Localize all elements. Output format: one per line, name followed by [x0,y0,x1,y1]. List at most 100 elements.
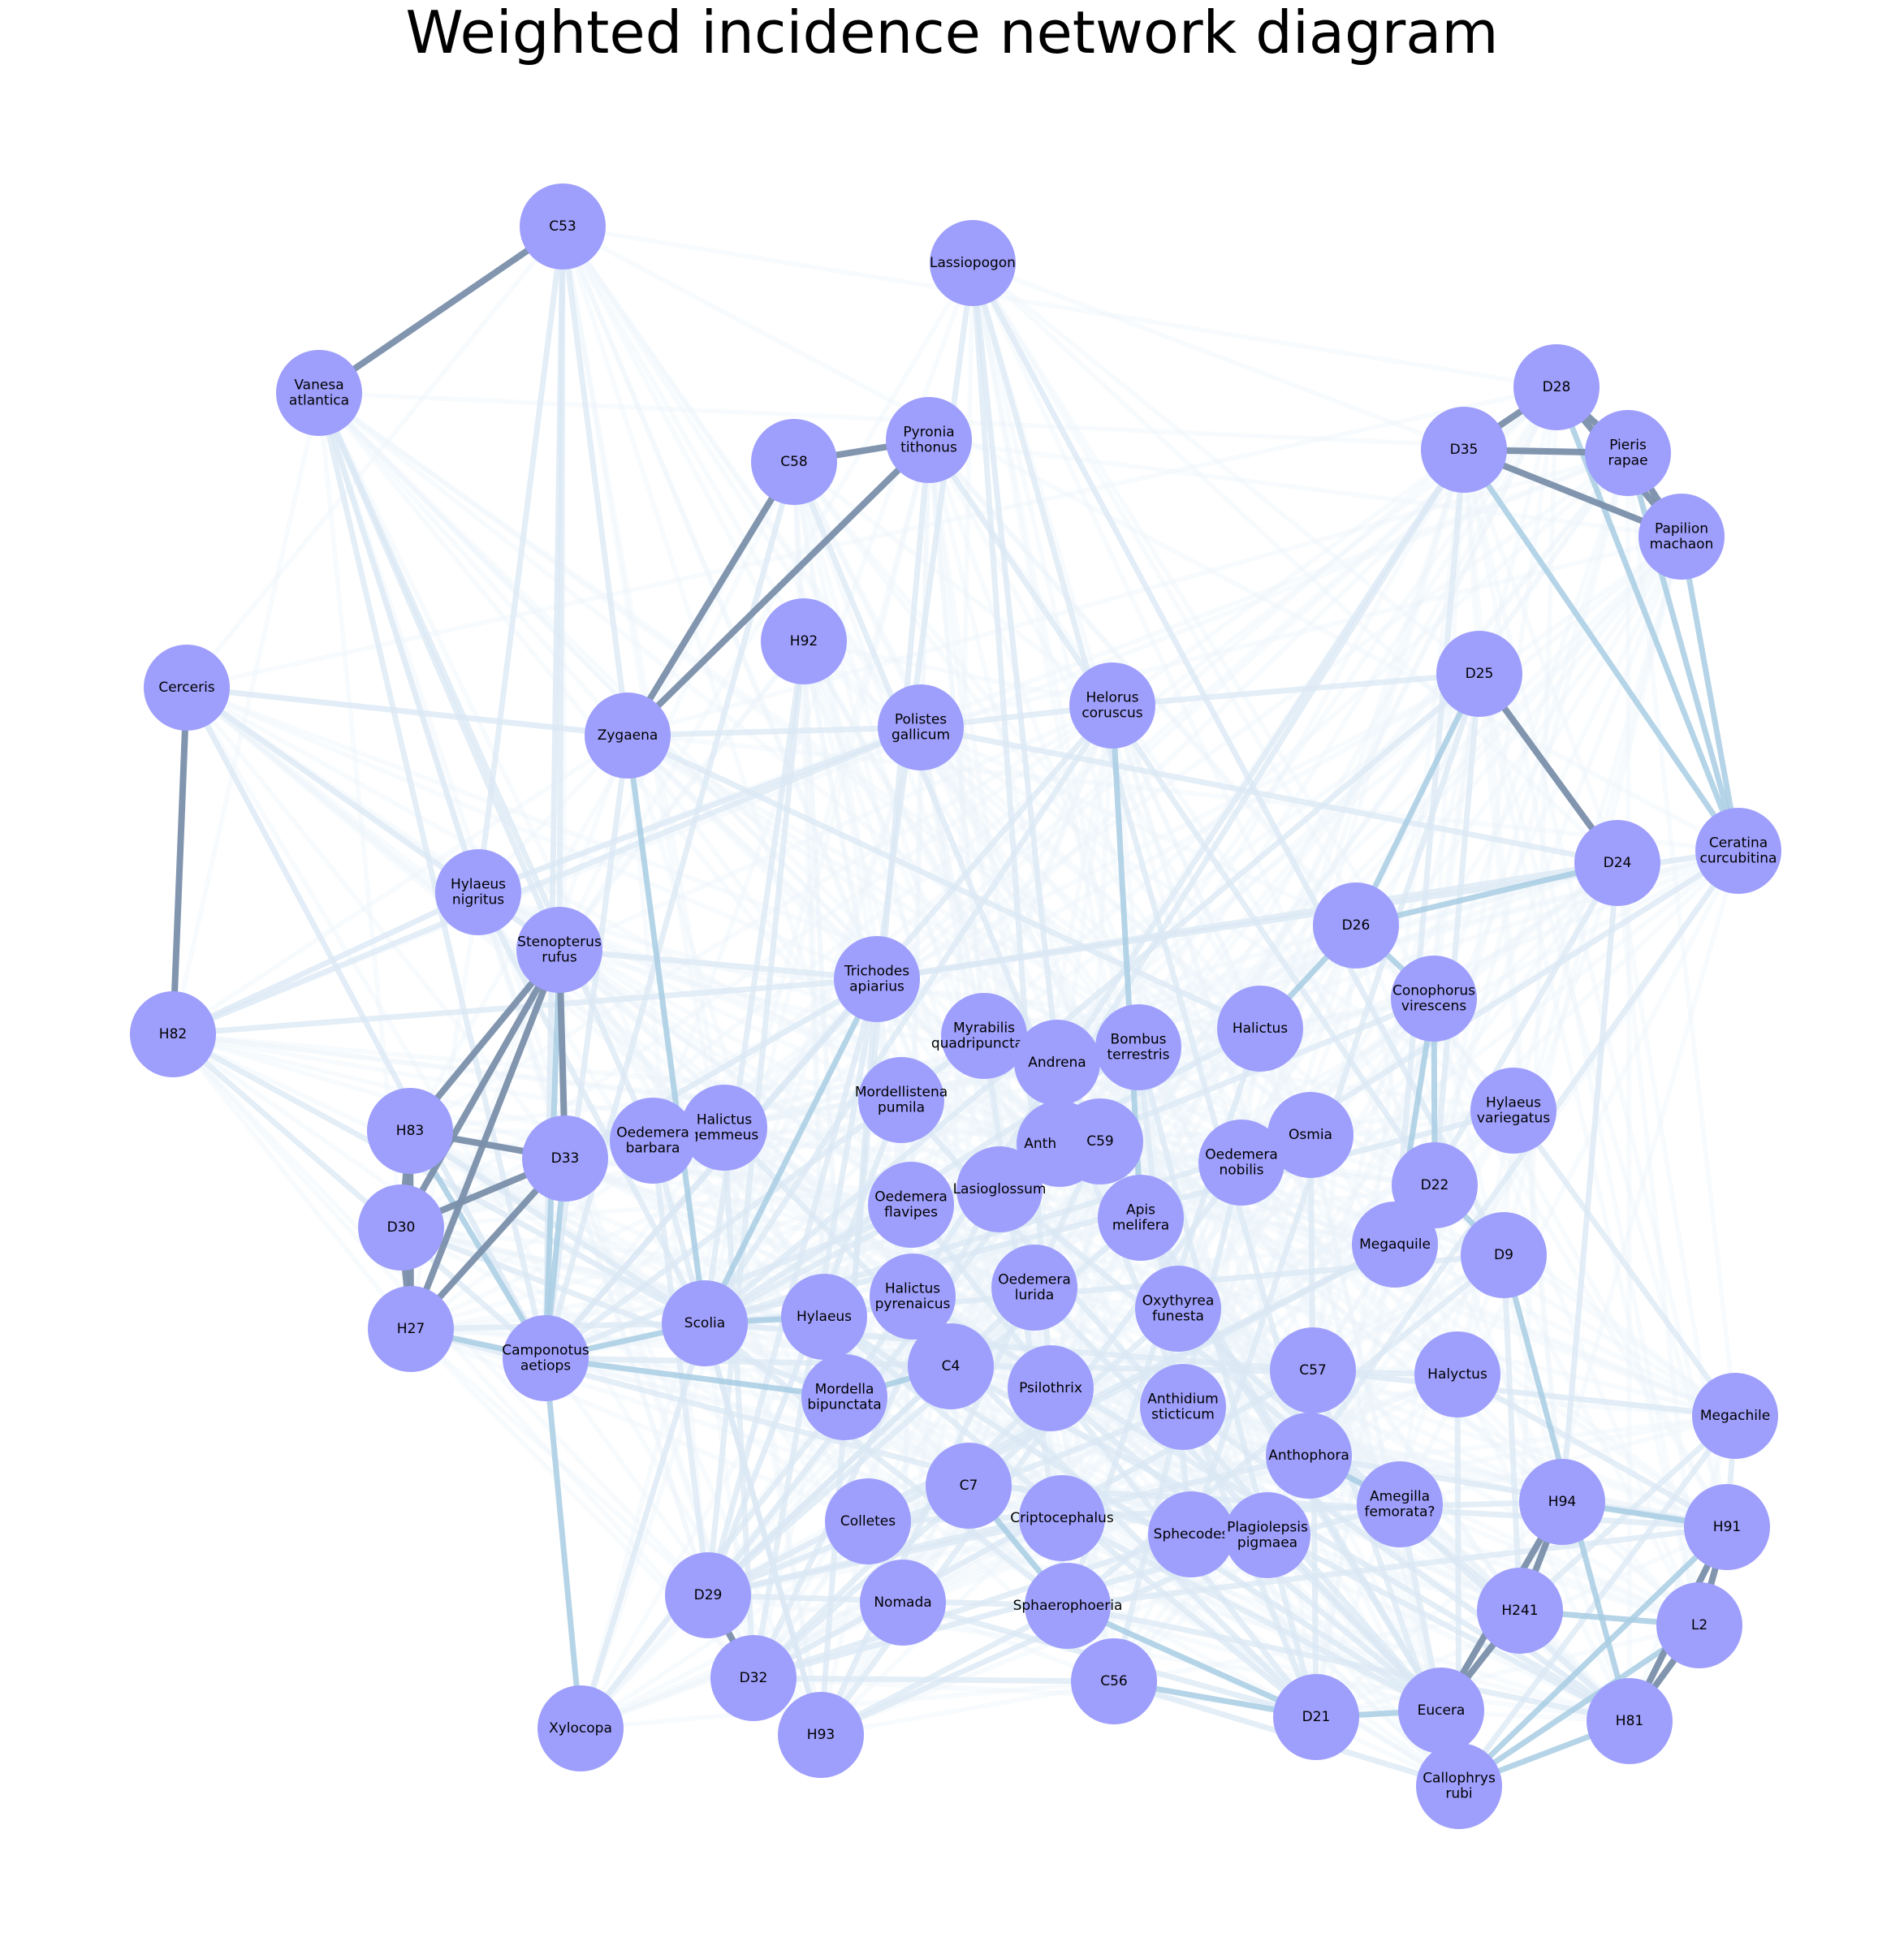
weak-edge [1064,1524,1730,1609]
faint-edge [578,438,931,1731]
faint-edge [997,1187,1460,1377]
node-label: Halictus pyrenaicus [875,1281,951,1313]
node-label: Amegilla femorata? [1365,1489,1436,1521]
weak-edge [1310,1367,1738,1419]
node-circle [1421,407,1507,493]
node-andrena: Andrena [1014,1020,1100,1106]
faint-edge [184,685,1143,1220]
node-c59: C59 [1057,1098,1143,1184]
faint-edge [557,460,797,952]
node-circle [878,684,964,770]
node-label: Plagiolepsis pigmaea [1227,1520,1308,1551]
node-label: H241 [1501,1603,1538,1619]
node-circle [1513,344,1600,430]
node-h27: H27 [368,1286,454,1372]
node-oedemeraf: Oedemera flavipes [868,1162,954,1248]
node-c58: C58 [751,419,837,505]
node-circle [1352,1202,1438,1288]
strong-edge [170,684,190,1038]
faint-edge [563,1156,823,1737]
weak-edge [559,223,631,739]
node-lasioglossum: Lasioglossum [953,1146,1046,1232]
node-label: Apis melifera [1112,1202,1169,1234]
faint-edge [171,1032,1397,1247]
node-label: H93 [807,1727,835,1743]
node-l2: L2 [1656,1582,1742,1668]
node-circle [1267,1092,1354,1178]
node-osmia: Osmia [1267,1092,1354,1178]
node-sphecodes: Sphecodes [1148,1491,1234,1577]
node-d21: D21 [1273,1674,1359,1760]
node-circle [860,1560,946,1646]
node-circle [1398,1668,1484,1754]
node-label: D26 [1342,917,1371,934]
node-label: Callophrys rubi [1423,1771,1496,1802]
node-oedemeral: Oedemera lurida [991,1245,1077,1331]
node-circle [1071,1638,1157,1724]
faint-edge [557,947,1313,1137]
node-helorus: Helorus coruscus [1069,662,1155,749]
medium-edge [1353,671,1483,929]
strong-edge [408,947,563,1332]
node-circle [825,1478,911,1564]
node-eucera: Eucera [1398,1668,1484,1754]
node-label: Andrena [1028,1055,1086,1071]
node-c4: C4 [908,1323,994,1409]
node-circle [1008,1345,1094,1431]
node-label: C58 [780,454,808,470]
weak-edge [721,1124,1319,1720]
weak-edge [183,684,631,739]
node-trichodes: Trichodes apiarius [834,936,920,1022]
node-label: Helorus coruscus [1082,690,1142,722]
weak-edge [917,724,1621,866]
node-oxythyrea: Oxythyrea funesta [1135,1266,1221,1352]
weak-edge [650,1137,824,1738]
node-anthidiums: Anthidium sticticum [1140,1364,1226,1450]
weak-edge [1135,1044,1319,1720]
node-label: Xylocopa [549,1720,612,1737]
node-circle [956,1146,1043,1232]
node-apis: Apis melifera [1098,1175,1184,1261]
weak-edge [841,447,1467,1400]
node-circle [1140,1364,1226,1450]
node-circle [130,991,216,1077]
faint-edge [970,261,1181,1311]
node-label: D30 [387,1219,416,1236]
node-bombus: Bombus terrestris [1095,1004,1181,1090]
node-circle [1095,1004,1181,1090]
node-label: H82 [159,1026,187,1042]
node-circle [908,1323,994,1409]
node-circle [665,1552,751,1638]
node-mordella: Mordella bipunctata [801,1354,887,1440]
node-circle [1587,1678,1673,1764]
faint-edge [1615,861,1702,1628]
node-label: C59 [1086,1133,1114,1150]
faint-edge [1136,385,1559,1050]
faint-edge [563,385,1559,1161]
medium-edge [702,976,880,1327]
faint-edge [408,460,797,1133]
node-plagiolepsis: Plagiolepsis pigmaea [1224,1492,1310,1578]
node-scolia: Scolia [662,1280,748,1366]
node-label: Halictus gemmeus [690,1112,759,1144]
faint-edge [563,1156,1402,1507]
node-circle [1477,1568,1563,1654]
weak-edge [969,260,1312,1459]
node-circle [926,1443,1012,1529]
weak-edge [624,732,1263,1032]
faint-edge [317,390,413,1331]
node-d29: D29 [665,1552,751,1638]
node-circle [710,1635,797,1721]
node-camponotus: Camponotus aetiops [502,1315,589,1401]
node-halictusg: Halictus gemmeus [681,1085,767,1171]
node-pyronia: Pyronia tithonus [886,397,972,483]
node-d24: D24 [1574,820,1660,906]
faint-edge [926,438,1684,539]
weak-edge [996,1186,1523,1614]
node-oedemeran: Oedemera nobilis [1198,1120,1284,1206]
node-circle [1198,1120,1284,1206]
node-circle [781,1274,867,1360]
node-d28: D28 [1513,344,1600,430]
faint-edge [1110,703,1263,1031]
